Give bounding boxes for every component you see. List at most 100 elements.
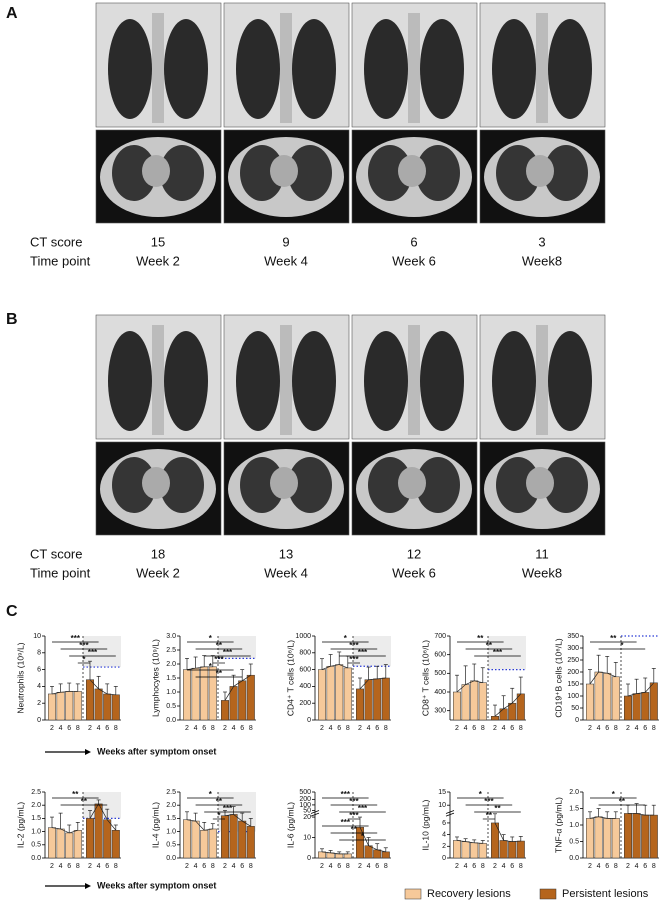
y-tick-label: 600 [434,652,446,659]
mean-line [628,813,654,816]
y-tick-label: 2 [442,843,446,850]
bar [183,819,191,859]
bar [238,820,247,859]
mean-line [89,803,117,831]
x-tick-label: 2 [626,863,630,870]
mediastinum [152,325,164,435]
mean-line [186,819,213,831]
y-tick-label: 200 [299,700,311,707]
y-tick-label: 2.0 [166,661,176,668]
x-tick-label: 6 [67,863,71,870]
x-tick-label: 6 [240,863,244,870]
y-tick-label: 20 [303,814,311,821]
x-tick-label: 4 [502,863,506,870]
lung [292,331,336,431]
bar [221,815,229,859]
y-axis-label: CD4⁺ T cells (10⁶/L) [285,640,295,716]
mediastinum [408,325,420,435]
bar [356,688,364,721]
sig-stars: *** [341,818,351,827]
x-tick-label: 4 [464,863,468,870]
y-tick-label: 50 [571,705,579,712]
x-tick-label: 8 [114,863,118,870]
bar [326,665,335,721]
x-tick-label: 6 [202,863,206,870]
y-tick-label: 0 [442,855,446,862]
bar [200,666,209,721]
sig-stars: * [82,655,86,664]
y-tick-label: 15 [438,789,446,796]
bar [586,818,594,859]
x-tick-label: 8 [481,863,485,870]
bar [594,816,603,859]
x-axis-note: Weeks after symptom onset [97,746,216,756]
sig-stars: *** [484,797,494,806]
bar [508,702,517,721]
mediastinum [536,325,548,435]
lung [288,145,332,201]
y-axis-label: IL-6 (pg/mL) [285,802,295,848]
bar [56,828,65,859]
y-tick-label: 2.0 [31,802,41,809]
sig-stars: * [209,662,213,671]
bar [453,691,461,721]
bar [641,814,650,859]
x-tick-label: 8 [652,863,656,870]
mean-line [51,827,78,834]
heart [142,155,170,187]
y-tick-label: 6 [37,666,41,673]
sig-stars: *** [223,804,233,813]
row-value: 15 [151,234,165,249]
sig-stars: ** [216,669,223,678]
x-tick-label: 8 [114,725,118,732]
bar [335,664,344,721]
x-tick-label: 8 [481,725,485,732]
y-tick-label: 3.0 [166,633,176,640]
row-value: 13 [279,546,293,561]
y-tick-label: 0.5 [166,842,176,849]
x-tick-label: 4 [635,863,639,870]
x-tick-label: 4 [232,863,236,870]
x-tick-label: 6 [605,863,609,870]
sig-stars: ** [610,634,617,643]
y-tick-label: 4 [442,831,446,838]
mediastinum [280,13,292,123]
sig-stars: * [344,634,348,643]
sig-stars: *** [349,655,359,664]
x-tick-label: 6 [67,725,71,732]
y-tick-label: 400 [299,683,311,690]
y-tick-label: 8 [37,650,41,657]
bar [461,684,470,721]
x-tick-label: 6 [472,863,476,870]
y-axis-label: CD8⁺ T cells (10⁶/L) [420,640,430,716]
sig-stars: *** [349,811,359,820]
bar [470,842,479,859]
y-tick-label: 1000 [295,633,311,640]
sig-stars: ** [216,797,223,806]
sig-stars: ** [216,641,223,650]
x-tick-label: 2 [455,725,459,732]
panel-label: B [6,311,18,328]
bar [191,667,200,721]
x-tick-label: 4 [464,725,468,732]
x-tick-label: 4 [194,863,198,870]
bar [373,849,382,859]
x-tick-label: 8 [614,725,618,732]
mean-line [627,682,655,697]
sig-stars: * [620,641,624,650]
lung [548,331,592,431]
sig-stars: *** [349,797,359,806]
lung [236,331,280,431]
y-tick-label: 200 [567,669,579,676]
lung [240,145,284,201]
x-tick-label: 4 [232,725,236,732]
mean-line [321,664,348,670]
heart [398,155,426,187]
x-tick-label: 4 [329,863,333,870]
sig-stars: *** [358,804,368,813]
bar [221,700,229,721]
bar [586,683,594,721]
x-tick-label: 6 [605,725,609,732]
mean-line [51,691,78,695]
row-label: Time point [30,253,91,268]
